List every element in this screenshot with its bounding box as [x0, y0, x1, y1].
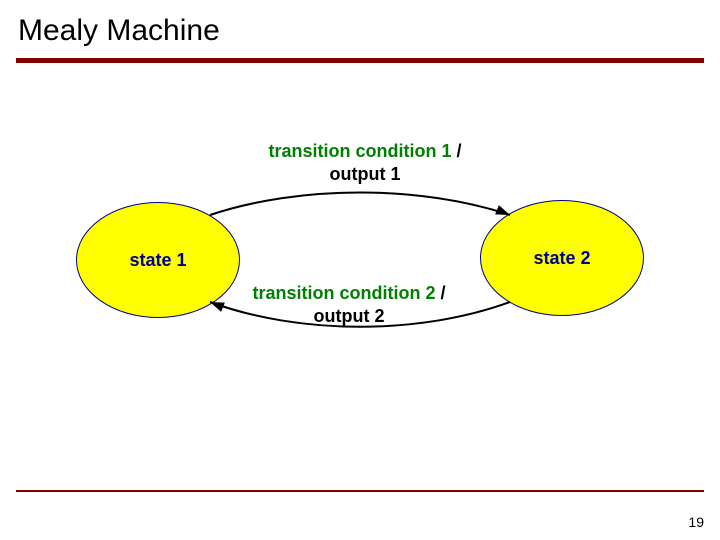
slash-2: /: [435, 283, 445, 303]
footer-rule: [16, 490, 704, 492]
transition-label-1: transition condition 1 / output 1: [250, 140, 480, 185]
transition-condition-2: transition condition 2: [252, 283, 435, 303]
page-number: 19: [688, 514, 704, 530]
transition-label-2: transition condition 2 / output 2: [234, 282, 464, 327]
state-node-2: state 2: [480, 200, 644, 316]
slide: Mealy Machine state 1 state 2 transition…: [0, 0, 720, 540]
page-title: Mealy Machine: [18, 14, 220, 48]
transition-output-2: output 2: [314, 306, 385, 326]
title-rule: [16, 58, 704, 63]
transition-output-1: output 1: [330, 164, 401, 184]
state-node-1: state 1: [76, 202, 240, 318]
slash-1: /: [451, 141, 461, 161]
transition-condition-1: transition condition 1: [268, 141, 451, 161]
